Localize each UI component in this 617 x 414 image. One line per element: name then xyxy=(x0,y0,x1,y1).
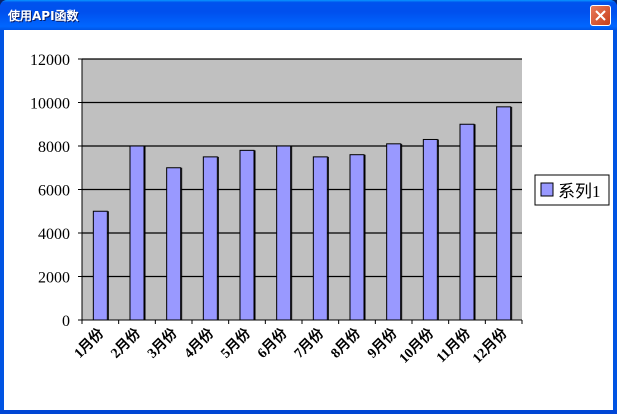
bar xyxy=(349,154,365,321)
window-title: 使用API函数 xyxy=(8,9,79,23)
bar xyxy=(459,123,475,321)
bar xyxy=(92,210,108,321)
y-tick-label: 0 xyxy=(62,313,70,330)
bar xyxy=(422,138,438,321)
bar xyxy=(129,145,145,321)
x-tick-label: 4月份 xyxy=(180,324,217,361)
bar-chart: 0 2000 4000 6000 8000 10000 12000 1月份 2月份 3月份 4月份… xyxy=(30,52,610,367)
window-border xyxy=(0,410,617,414)
x-tick-label: 3月份 xyxy=(144,324,181,361)
bar xyxy=(386,143,402,321)
title-bar[interactable]: 使用API函数 xyxy=(0,0,617,30)
x-tick-label: 12月份 xyxy=(469,324,511,366)
y-tick-label: 12000 xyxy=(30,52,70,69)
y-tick-label: 2000 xyxy=(38,270,70,287)
x-tick-label: 8月份 xyxy=(327,324,364,361)
close-icon xyxy=(595,10,606,21)
y-tick-label: 10000 xyxy=(30,96,70,113)
x-tick-label: 1月份 xyxy=(70,324,107,361)
legend-label: 系列1 xyxy=(558,182,601,201)
chart-area: 0 2000 4000 6000 8000 10000 12000 1月份 2月份 3月份 4月份… xyxy=(4,30,613,410)
y-axis: 0 2000 4000 6000 8000 10000 12000 xyxy=(30,52,83,330)
legend-swatch xyxy=(540,182,554,197)
bar xyxy=(496,106,512,321)
bar xyxy=(312,156,328,321)
x-tick-label: 11月份 xyxy=(433,324,475,366)
bar xyxy=(202,156,218,321)
x-tick-label: 6月份 xyxy=(254,324,291,361)
bar xyxy=(276,145,292,321)
bar xyxy=(239,149,255,321)
y-tick-label: 8000 xyxy=(38,139,70,156)
y-tick-label: 6000 xyxy=(38,183,70,200)
legend: 系列1 xyxy=(534,174,610,206)
x-tick-label: 7月份 xyxy=(290,324,327,361)
y-tick-label: 4000 xyxy=(38,226,70,243)
x-tick-label: 5月份 xyxy=(217,324,254,361)
close-button[interactable] xyxy=(590,5,611,26)
gridlines xyxy=(82,58,522,278)
bar xyxy=(166,167,182,321)
x-tick-label: 2月份 xyxy=(107,324,144,361)
x-tick-label: 10月份 xyxy=(395,324,437,366)
